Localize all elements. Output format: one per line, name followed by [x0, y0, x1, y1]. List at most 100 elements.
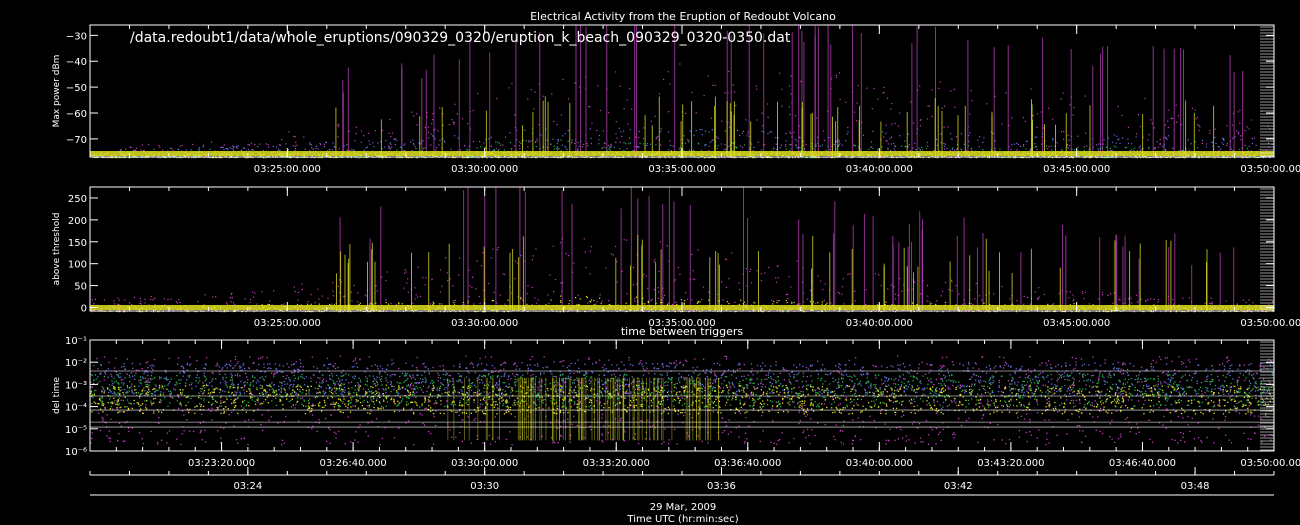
data-point: [516, 129, 518, 132]
data-point: [767, 116, 769, 118]
data-point: [119, 309, 121, 311]
data-point: [1127, 126, 1129, 128]
data-point: [757, 141, 759, 143]
data-point: [610, 145, 612, 147]
data-point: [436, 155, 438, 157]
data-point: [882, 92, 884, 94]
data-point: [887, 288, 889, 290]
data-point: [490, 257, 492, 259]
data-point: [839, 98, 841, 101]
data-point: [307, 301, 309, 303]
data-point: [1107, 150, 1109, 152]
data-point: [357, 301, 359, 303]
data-point: [735, 146, 737, 148]
data-point: [91, 311, 93, 313]
data-point: [175, 301, 177, 303]
data-point: [676, 303, 678, 306]
data-point: [749, 135, 751, 138]
data-point: [443, 311, 445, 313]
data-point: [1271, 143, 1273, 145]
data-point: [248, 144, 250, 146]
data-point: [546, 157, 548, 159]
data-point: [198, 148, 200, 150]
data-point: [1148, 148, 1150, 150]
data-point: [847, 273, 849, 275]
data-point: [557, 139, 559, 141]
data-point: [1077, 146, 1079, 148]
data-point: [333, 146, 335, 148]
data-point: [610, 155, 613, 157]
data-point: [1068, 139, 1070, 141]
data-point: [323, 146, 326, 148]
data-point: [332, 282, 334, 284]
data-point: [280, 304, 283, 306]
data-point: [1234, 136, 1236, 138]
data-point: [498, 142, 500, 144]
data-point: [150, 155, 152, 157]
data-point: [968, 155, 970, 157]
data-point: [938, 87, 940, 89]
data-point: [399, 155, 401, 157]
data-point: [294, 149, 296, 152]
data-point: [144, 298, 146, 301]
data-point: [519, 141, 521, 143]
data-point: [385, 299, 387, 301]
data-point: [297, 291, 299, 294]
data-point: [377, 142, 379, 144]
data-point: [862, 134, 864, 136]
data-point: [893, 286, 895, 288]
data-point: [1157, 299, 1160, 301]
data-point: [337, 285, 339, 287]
data-point: [1022, 145, 1024, 147]
data-point: [391, 146, 393, 148]
data-point: [464, 145, 466, 147]
data-point: [1040, 111, 1042, 113]
data-point: [478, 157, 480, 159]
data-point: [483, 142, 485, 144]
data-point: [1131, 302, 1133, 304]
data-point: [1001, 286, 1003, 288]
data-point: [265, 143, 267, 145]
data-point: [520, 296, 522, 299]
data-point: [416, 124, 418, 126]
data-point: [885, 124, 887, 126]
data-point: [1182, 297, 1184, 299]
data-point: [420, 141, 422, 143]
data-point: [1150, 119, 1152, 121]
data-point: [675, 301, 677, 303]
data-point: [467, 300, 469, 302]
data-point: [1097, 298, 1100, 300]
data-point: [548, 302, 550, 304]
data-point: [338, 279, 341, 281]
data-point: [927, 145, 929, 147]
data-point: [1100, 143, 1102, 145]
data-point: [177, 148, 180, 150]
data-point: [131, 304, 133, 306]
data-point: [511, 82, 513, 85]
data-point: [745, 268, 747, 270]
data-point: [1250, 150, 1252, 152]
data-point: [1056, 142, 1058, 144]
data-point: [701, 129, 703, 131]
data-point: [288, 155, 290, 157]
data-point: [1232, 137, 1234, 139]
data-point: [233, 146, 235, 148]
data-point: [1084, 157, 1086, 159]
data-point: [1059, 157, 1061, 159]
data-point: [550, 143, 552, 145]
data-point: [429, 303, 432, 305]
data-point: [381, 311, 383, 313]
data-point: [150, 298, 152, 300]
data-point: [1008, 155, 1010, 157]
data-point: [921, 148, 924, 151]
data-point: [944, 105, 946, 107]
data-point: [634, 300, 636, 302]
data-point: [791, 301, 793, 303]
data-point: [122, 155, 124, 157]
data-point: [388, 147, 390, 149]
data-point: [1212, 157, 1214, 159]
data-point: [925, 148, 928, 150]
data-point: [373, 146, 375, 148]
data-point: [450, 148, 452, 150]
data-point: [411, 111, 413, 113]
